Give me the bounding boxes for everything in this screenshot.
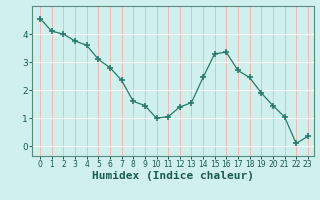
X-axis label: Humidex (Indice chaleur): Humidex (Indice chaleur) — [92, 171, 254, 181]
